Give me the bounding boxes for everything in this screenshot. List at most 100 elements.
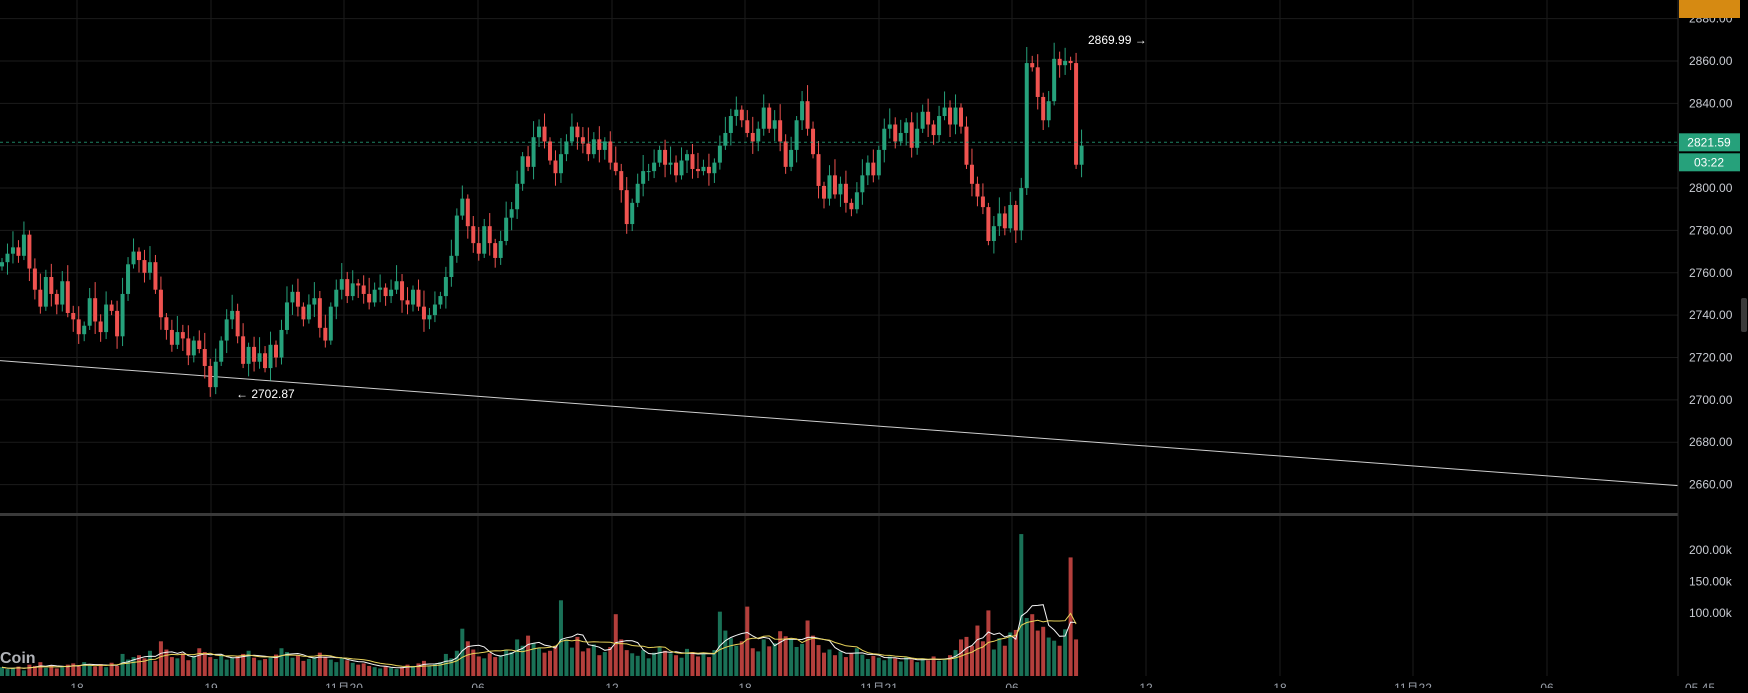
candle [761, 107, 766, 129]
volume-bar [1035, 630, 1040, 676]
volume-bar [865, 658, 870, 676]
time-tick-label: 06 [471, 681, 485, 688]
candle [1008, 204, 1013, 229]
candle [454, 215, 459, 256]
volume-bar [427, 665, 432, 676]
candle [646, 171, 651, 173]
candle [630, 202, 635, 225]
volume-bar [454, 650, 459, 676]
candle [49, 277, 54, 294]
candle [498, 240, 503, 258]
candle [745, 120, 750, 133]
volume-bar [520, 645, 525, 676]
volume-bar [717, 611, 722, 676]
volume-bar [542, 652, 547, 676]
volume-bar [531, 643, 536, 676]
price-tick-label: 2740.00 [1689, 308, 1733, 322]
time-tick-label: 12 [1139, 681, 1153, 688]
volume-bars[interactable] [0, 534, 1079, 676]
candle [180, 332, 185, 339]
candle [32, 268, 37, 290]
volume-bar [1063, 629, 1068, 676]
volume-bar [931, 656, 936, 676]
volume-bar [328, 659, 333, 676]
time-tick-label: 12 [605, 681, 619, 688]
trend-line[interactable] [0, 360, 1679, 487]
volume-bar [975, 625, 980, 676]
candle [564, 141, 569, 155]
volume-bar [964, 636, 969, 676]
candle [323, 327, 328, 341]
volume-bar [493, 657, 498, 676]
candle [104, 304, 109, 333]
candle [16, 247, 21, 256]
candle [1074, 63, 1079, 165]
volume-bar [997, 638, 1002, 676]
volume-bar [180, 653, 185, 676]
volume-bar [504, 649, 509, 676]
volume-bar [893, 658, 898, 676]
candle [674, 162, 679, 176]
candle [827, 175, 832, 199]
volume-bar [630, 653, 635, 676]
candle [219, 340, 224, 362]
volume-bar [361, 663, 366, 676]
volume-bar [460, 628, 465, 676]
volume-bar [854, 648, 859, 676]
candle [158, 289, 163, 318]
volume-bar [246, 650, 251, 676]
volume-bar [685, 648, 689, 676]
candle [317, 298, 322, 328]
volume-bar [849, 653, 854, 676]
candle [553, 160, 558, 174]
volume-bar [213, 658, 218, 676]
candle [98, 321, 103, 333]
countdown-label: 03:22 [1694, 155, 1724, 169]
volume-bar [290, 657, 295, 676]
candle [723, 132, 728, 146]
candles[interactable] [0, 42, 1084, 397]
time-tick-label: 18 [1273, 681, 1287, 688]
volume-bar [274, 654, 278, 676]
volume-bar [953, 650, 958, 676]
volume-bar [800, 643, 805, 676]
volume-bar [948, 655, 953, 676]
candle [706, 166, 711, 174]
volume-bar [443, 653, 448, 676]
volume-bar [739, 641, 744, 676]
candle [1019, 188, 1024, 231]
candle [1013, 204, 1018, 231]
volume-badge [1679, 0, 1740, 18]
candle [1052, 58, 1057, 102]
volume-bar [268, 657, 273, 676]
volume-bar [10, 668, 15, 676]
candle [252, 346, 257, 362]
candle [54, 293, 59, 305]
volume-bar [695, 656, 700, 676]
volume-bar [191, 655, 196, 676]
volume-bar [82, 662, 87, 676]
candle [389, 289, 394, 297]
volume-bar [186, 660, 191, 676]
candle [734, 109, 739, 117]
volume-bar [158, 641, 163, 676]
candle [191, 340, 196, 356]
volume-bar [608, 646, 613, 676]
volume-bar [750, 648, 755, 676]
volume-bar [104, 667, 109, 676]
volume-tick-label: 200.00k [1689, 543, 1733, 557]
volume-bar [537, 648, 542, 676]
candle [832, 175, 837, 195]
volume-bar [295, 655, 300, 676]
volume-bar [284, 652, 289, 676]
candle [21, 234, 26, 256]
candle [65, 281, 70, 314]
candle [235, 310, 240, 337]
candle [290, 291, 295, 303]
price-tick-label: 2860.00 [1689, 54, 1733, 68]
candle [509, 209, 514, 218]
volume-tick-label: 150.00k [1689, 574, 1733, 588]
candle [1068, 60, 1073, 64]
